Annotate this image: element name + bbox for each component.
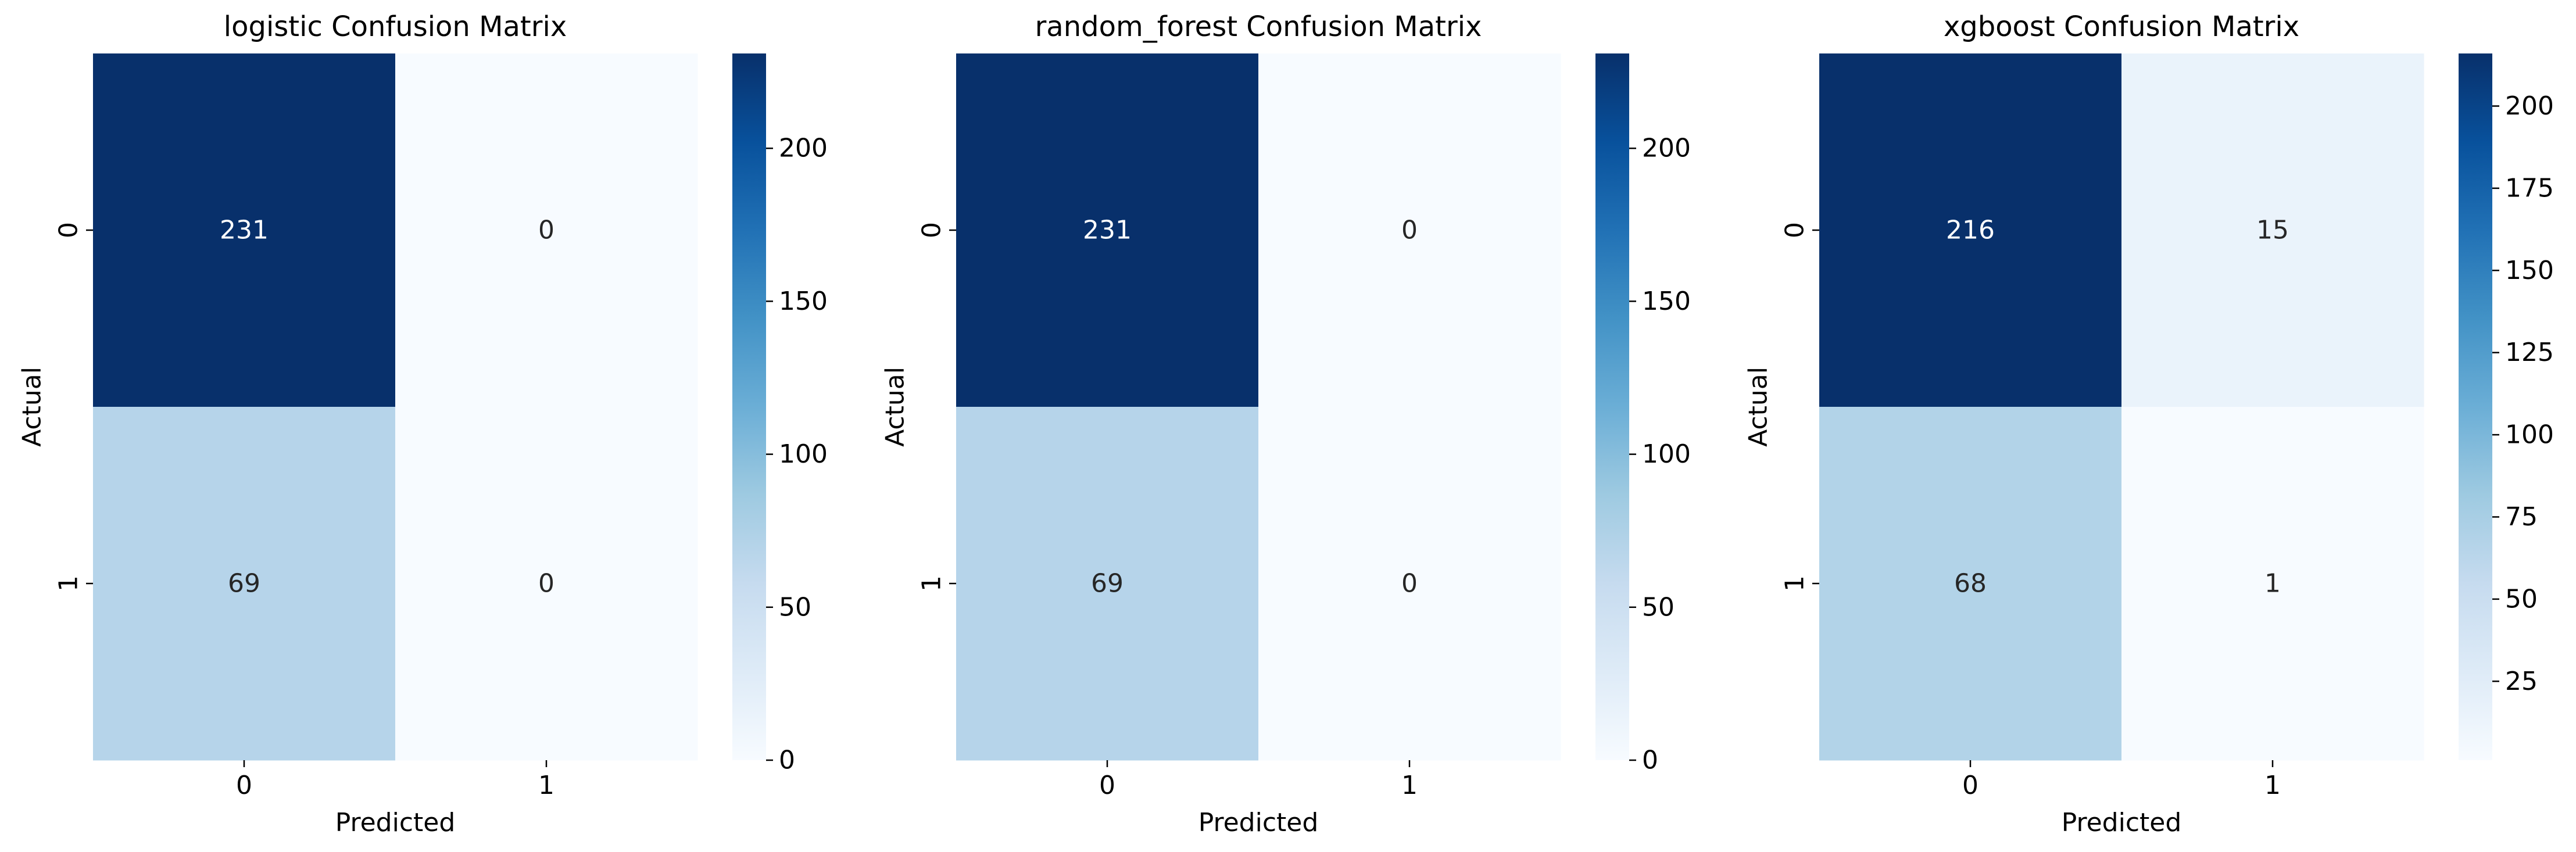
colorbar-tick-label: 50 <box>1642 592 1675 622</box>
colorbar-tick-label: 75 <box>2505 502 2538 532</box>
colorbar-tick-label: 25 <box>2505 667 2538 696</box>
cell-annotation: 15 <box>2256 216 2289 245</box>
y-tick-label: 0 <box>54 222 84 238</box>
colorbar-tick-label: 0 <box>779 746 795 775</box>
y-axis-label: Actual <box>1744 367 1773 447</box>
cell-annotation: 231 <box>220 216 269 245</box>
heatmap-cell <box>395 407 698 761</box>
cell-annotation: 69 <box>228 569 260 599</box>
colorbar-tick-label: 100 <box>1642 439 1691 469</box>
chart-title: random_forest Confusion Matrix <box>1035 10 1482 43</box>
colorbar-tick-label: 175 <box>2505 173 2554 203</box>
heatmap-cell <box>93 407 396 761</box>
x-axis-label: Predicted <box>335 808 456 837</box>
heatmap-cell <box>93 53 396 407</box>
heatmap-panel-3: 216 15 68 1 0 1 0 1 xgboost Confusion Matrix Pred… <box>1744 10 2554 837</box>
y-tick-label: 1 <box>917 575 947 592</box>
heatmap-cell <box>1819 53 2122 407</box>
chart-title: logistic Confusion Matrix <box>224 10 567 43</box>
heatmap-cell <box>1258 53 1561 407</box>
cell-annotation: 68 <box>1954 569 1987 599</box>
colorbar-tick-label: 100 <box>779 439 828 469</box>
colorbar-tick-label: 50 <box>2505 584 2538 614</box>
colorbar: 25 50 75 100 125 150 175 200 <box>2459 53 2554 760</box>
y-tick-label: 1 <box>1780 575 1810 592</box>
x-tick-label: 1 <box>2264 771 2281 800</box>
colorbar-gradient <box>2459 53 2492 760</box>
y-tick-label: 0 <box>917 222 947 238</box>
colorbar-tick-label: 125 <box>2505 338 2554 367</box>
cell-annotation: 216 <box>1946 216 1995 245</box>
heatmap-cell <box>1819 407 2122 761</box>
cell-annotation: 231 <box>1083 216 1132 245</box>
x-axis-label: Predicted <box>1198 808 1319 837</box>
cell-annotation: 0 <box>1401 569 1418 599</box>
x-tick-label: 0 <box>236 771 252 800</box>
y-tick-label: 1 <box>54 575 84 592</box>
cell-annotation: 0 <box>1401 216 1418 245</box>
colorbar-tick-label: 100 <box>2505 420 2554 450</box>
heatmap-cell <box>2121 53 2424 407</box>
colorbar-tick-label: 200 <box>779 134 828 163</box>
x-tick-label: 1 <box>1401 771 1418 800</box>
colorbar-tick-label: 150 <box>2505 256 2554 285</box>
cell-annotation: 69 <box>1091 569 1124 599</box>
heatmap-cell <box>1258 407 1561 761</box>
cell-annotation: 1 <box>2264 569 2281 599</box>
x-axis-label: Predicted <box>2062 808 2182 837</box>
y-tick-label: 0 <box>1780 222 1810 238</box>
colorbar-tick-label: 50 <box>779 592 811 622</box>
x-tick-label: 1 <box>538 771 554 800</box>
heatmap-panel-2: 231 0 69 0 0 1 0 1 random_forest Confusion Matri… <box>881 10 1691 837</box>
colorbar-tick-label: 0 <box>1642 746 1658 775</box>
colorbar-gradient <box>1595 53 1629 760</box>
cell-annotation: 0 <box>538 216 554 245</box>
x-tick-label: 0 <box>1099 771 1115 800</box>
chart-title: xgboost Confusion Matrix <box>1944 10 2299 43</box>
colorbar-tick-label: 150 <box>779 287 828 316</box>
heatmap-panel-1: 231 0 69 0 0 1 0 1 logistic Confusion Matrix Pred… <box>17 10 828 837</box>
heatmap-cell <box>956 53 1259 407</box>
colorbar: 0 50 100 150 200 <box>732 53 828 775</box>
colorbar-tick-label: 150 <box>1642 287 1691 316</box>
colorbar-gradient <box>732 53 766 760</box>
heatmap-cell <box>395 53 698 407</box>
cell-annotation: 0 <box>538 569 554 599</box>
heatmap-cell <box>956 407 1259 761</box>
colorbar: 0 50 100 150 200 <box>1595 53 1691 775</box>
y-axis-label: Actual <box>881 367 910 447</box>
colorbar-tick-label: 200 <box>2505 91 2554 121</box>
heatmap-cell <box>2121 407 2424 761</box>
x-tick-label: 0 <box>1962 771 1978 800</box>
y-axis-label: Actual <box>17 367 47 447</box>
colorbar-tick-label: 200 <box>1642 134 1691 163</box>
